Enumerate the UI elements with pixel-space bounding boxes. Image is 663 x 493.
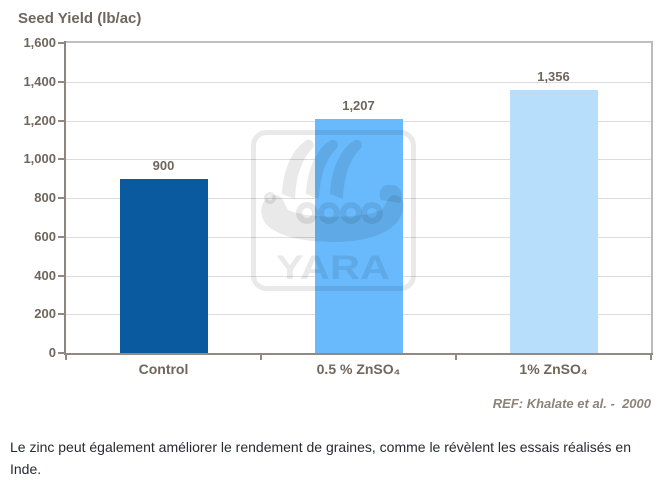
y-axis-tick (58, 158, 64, 161)
y-axis-tick (58, 313, 64, 316)
plot-top-border (64, 41, 653, 43)
x-axis-category-label: 1% ZnSO₄ (519, 361, 588, 377)
y-axis-tick-label: 1,200 (23, 112, 56, 128)
reference-citation: REF: Khalate et al. - 2000 (492, 396, 651, 411)
y-axis-tick-label: 400 (34, 267, 56, 283)
bar-1-znso (509, 90, 598, 353)
x-axis-tick (65, 355, 67, 360)
y-axis-tick (58, 235, 64, 238)
y-axis-tick (58, 119, 64, 122)
plot-area (66, 43, 651, 353)
plot-right-border (651, 41, 653, 355)
chart-title: Seed Yield (lb/ac) (18, 10, 142, 27)
bar-0-5-znso (314, 119, 403, 353)
y-axis-tick (58, 80, 64, 83)
y-axis-tick-label: 1,000 (23, 151, 56, 167)
x-axis-category-label: 0.5 % ZnSO₄ (316, 361, 401, 377)
x-axis-category-label: Control (138, 361, 189, 377)
y-axis-tick-label: 600 (34, 228, 56, 244)
bar-control (119, 178, 208, 353)
y-axis-tick-label: 200 (34, 306, 56, 322)
bar-value-label: 1,356 (537, 69, 570, 85)
y-axis-tick (58, 352, 64, 354)
y-axis-tick (58, 197, 64, 199)
y-axis-tick-label: 1,400 (23, 73, 56, 89)
x-axis-tick (455, 355, 457, 360)
y-axis-tick (58, 42, 64, 44)
bar-value-label: 900 (152, 157, 175, 173)
y-axis-tick-label: 800 (34, 190, 56, 205)
x-axis-tick (650, 355, 652, 360)
gridline-1400 (66, 81, 651, 83)
y-axis-tick-label: 0 (48, 345, 56, 360)
y-axis-tick (58, 274, 64, 277)
caption-text: Le zinc peut également améliorer le rend… (10, 439, 631, 477)
y-axis-tick-label: 1,600 (23, 35, 56, 50)
x-axis-tick (260, 355, 262, 360)
bar-value-label: 1,207 (342, 98, 375, 114)
y-axis-line (64, 41, 66, 355)
x-axis-line (64, 353, 653, 355)
